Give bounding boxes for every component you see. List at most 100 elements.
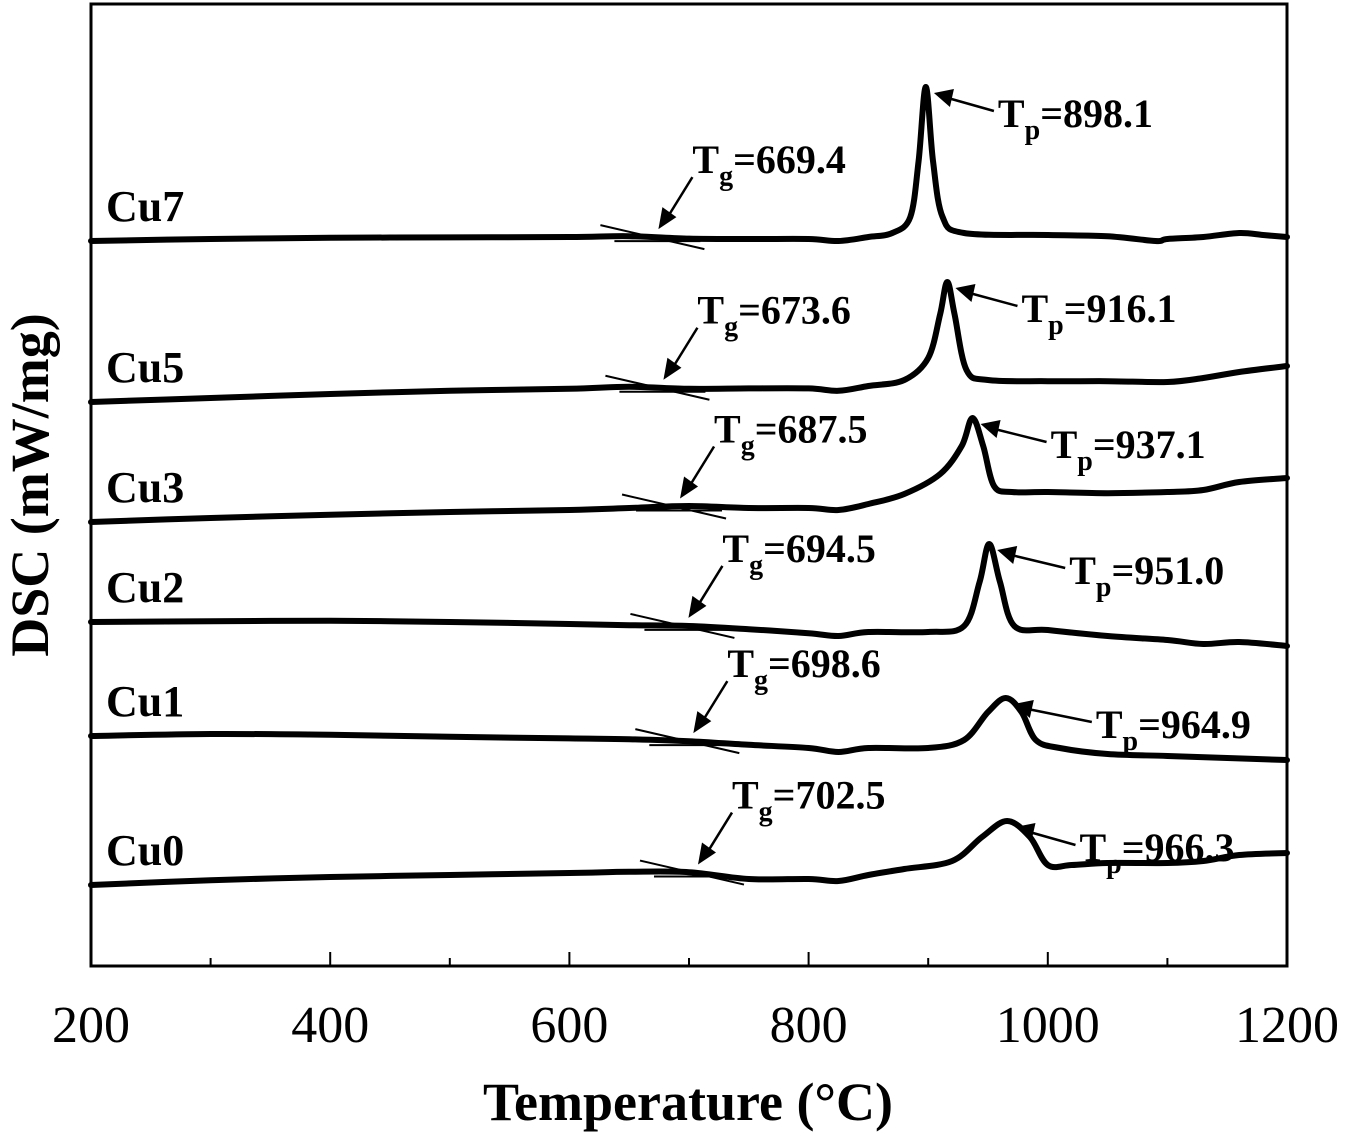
tg-annotation-cu0: Tg=702.5 xyxy=(639,773,885,886)
tp-arrowhead xyxy=(955,284,976,302)
tg-arrow xyxy=(686,445,716,490)
tg-annotation-cu2: Tg=694.5 xyxy=(630,526,876,639)
tp-value: =951.0 xyxy=(1111,548,1224,593)
tg-label: Tg=669.4 xyxy=(692,137,845,192)
tg-tangent-line xyxy=(600,224,705,251)
tp-arrow xyxy=(947,96,995,113)
series-line-cu5 xyxy=(88,279,1290,405)
tg-value: =687.5 xyxy=(755,407,868,452)
tg-tangent-line xyxy=(639,859,745,886)
tp-label: Tp=951.0 xyxy=(1069,548,1224,603)
series-label-cu2: Cu2 xyxy=(106,563,184,612)
tg-arrow xyxy=(665,176,694,220)
tg-subscript: g xyxy=(724,312,738,343)
tg-symbol: T xyxy=(697,288,724,333)
tg-annotation-cu3: Tg=687.5 xyxy=(621,407,868,520)
series-labels: Cu7 Cu5 Cu3 Cu2 Cu1 Cu0 xyxy=(106,182,184,875)
tg-subscript: g xyxy=(719,161,733,192)
tg-tangent-line xyxy=(635,728,740,755)
series-label-cu1: Cu1 xyxy=(106,677,184,726)
tp-subscript: p xyxy=(1077,446,1093,477)
tp-label: Tp=937.1 xyxy=(1051,422,1206,477)
tp-annotation-cu0: Tp=966.3 xyxy=(1015,823,1235,880)
tg-tangent-line xyxy=(605,374,710,401)
tp-symbol: T xyxy=(1096,702,1123,747)
tp-value: =966.3 xyxy=(1122,825,1235,870)
tp-symbol: T xyxy=(998,91,1025,136)
tg-arrowhead xyxy=(680,476,699,499)
tg-label: Tg=687.5 xyxy=(714,407,867,462)
tp-arrow xyxy=(969,291,1018,308)
tg-symbol: T xyxy=(732,773,759,818)
temperature-annotations: Tg=669.4Tp=898.1Tg=673.6 Tp=916.1Tg=687.5… xyxy=(600,89,1251,886)
tp-value: =916.1 xyxy=(1064,286,1177,331)
x-tick-label: 200 xyxy=(52,997,130,1054)
tg-tangent-line xyxy=(621,493,727,520)
tg-subscript: g xyxy=(741,431,755,462)
tg-symbol: T xyxy=(722,526,749,571)
series-label-cu0: Cu0 xyxy=(106,826,184,875)
tg-label: Tg=698.6 xyxy=(727,641,880,696)
tg-arrowhead xyxy=(663,357,682,380)
tp-annotation-cu5: Tp=916.1 xyxy=(955,284,1177,341)
tp-arrowhead xyxy=(933,89,954,107)
tg-value: =694.5 xyxy=(763,526,876,571)
tp-arrow xyxy=(1010,553,1066,570)
y-axis-title: DSC (mW/mg) xyxy=(0,313,60,656)
tg-arrowhead xyxy=(688,595,707,618)
tp-arrow xyxy=(994,427,1047,444)
tg-label: Tg=694.5 xyxy=(722,526,875,581)
tp-annotation-cu7: Tp=898.1 xyxy=(933,89,1153,146)
x-axis-title: Temperature (°C) xyxy=(483,1072,893,1132)
tp-subscript: p xyxy=(1123,726,1139,757)
tp-annotation-cu1: Tp=964.9 xyxy=(1013,700,1251,757)
tp-arrowhead xyxy=(980,420,1001,438)
tg-symbol: T xyxy=(692,137,719,182)
tp-label: Tp=964.9 xyxy=(1096,702,1251,757)
tg-annotation-cu1: Tg=698.6 xyxy=(635,641,881,755)
tp-arrow xyxy=(1029,830,1076,847)
tg-value: =669.4 xyxy=(733,137,846,182)
x-tick-label: 800 xyxy=(770,997,848,1054)
x-tick-label: 1000 xyxy=(996,997,1100,1054)
tp-label: Tp=966.3 xyxy=(1079,825,1234,880)
tp-subscript: p xyxy=(1048,310,1064,341)
tp-value: =937.1 xyxy=(1093,422,1206,467)
tp-subscript: p xyxy=(1025,115,1041,146)
tp-value: =964.9 xyxy=(1138,702,1251,747)
tp-arrowhead xyxy=(1013,700,1034,718)
tg-symbol: T xyxy=(727,641,754,686)
tp-symbol: T xyxy=(1079,825,1106,870)
tp-arrowhead xyxy=(1015,823,1036,841)
series-line-cu1 xyxy=(88,695,1290,763)
series-label-cu5: Cu5 xyxy=(106,343,184,392)
tp-arrowhead xyxy=(997,546,1018,564)
tg-value: =673.6 xyxy=(738,288,851,333)
tp-value: =898.1 xyxy=(1040,91,1153,136)
tg-value: =698.6 xyxy=(768,641,881,686)
tg-arrow xyxy=(704,811,734,856)
tg-label: Tg=702.5 xyxy=(732,773,885,828)
tp-subscript: p xyxy=(1106,849,1122,880)
series-line-cu3 xyxy=(88,415,1290,525)
tp-symbol: T xyxy=(1051,422,1078,467)
tg-value: =702.5 xyxy=(773,773,886,818)
series-line-cu0 xyxy=(88,818,1290,888)
tp-subscript: p xyxy=(1096,572,1112,603)
series-label-cu7: Cu7 xyxy=(106,182,184,231)
tg-arrow xyxy=(700,680,729,724)
x-axis-tick-labels: 200 400 600 800 1000 1200 xyxy=(52,997,1339,1054)
tg-arrow xyxy=(695,565,724,609)
x-axis-ticks xyxy=(90,952,1288,966)
tg-annotation-cu5: Tg=673.6 xyxy=(605,288,851,401)
tg-subscript: g xyxy=(759,797,773,828)
tp-symbol: T xyxy=(1069,548,1096,593)
series-label-cu3: Cu3 xyxy=(106,463,184,512)
dsc-curves xyxy=(88,84,1290,888)
tg-arrow xyxy=(670,327,699,371)
tg-label: Tg=673.6 xyxy=(697,288,850,343)
tp-annotation-cu2: Tp=951.0 xyxy=(997,546,1224,603)
x-tick-label: 600 xyxy=(530,997,608,1054)
series-line-cu2 xyxy=(88,541,1290,649)
